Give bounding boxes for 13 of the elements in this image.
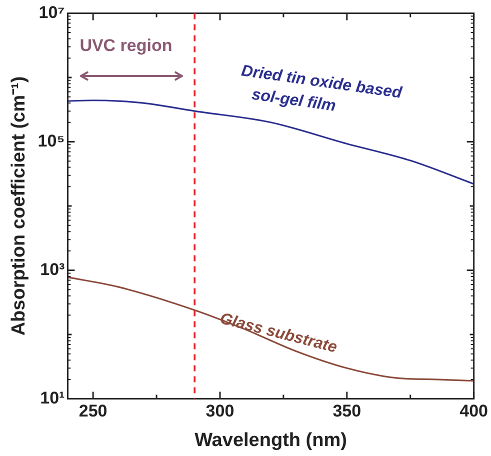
y-axis-title: Absorption coefficient (cm⁻¹) [8,76,30,336]
x-tick-label: 400 [460,402,488,421]
annotation: UVC region [80,36,172,55]
x-tick-label: 350 [332,402,362,421]
x-axis-title: Wavelength (nm) [194,430,347,451]
y-tick-label: 10³ [40,260,66,279]
y-tick-label: 10⁵ [38,131,65,150]
line-series [68,276,474,382]
y-tick-label: 10⁷ [38,2,65,22]
x-tick-label: 300 [206,402,234,421]
text: Dried tin oxide based sol-gel film [240,62,404,115]
x-tick-label: 250 [78,402,108,421]
y-tick-label: 10¹ [40,388,66,408]
